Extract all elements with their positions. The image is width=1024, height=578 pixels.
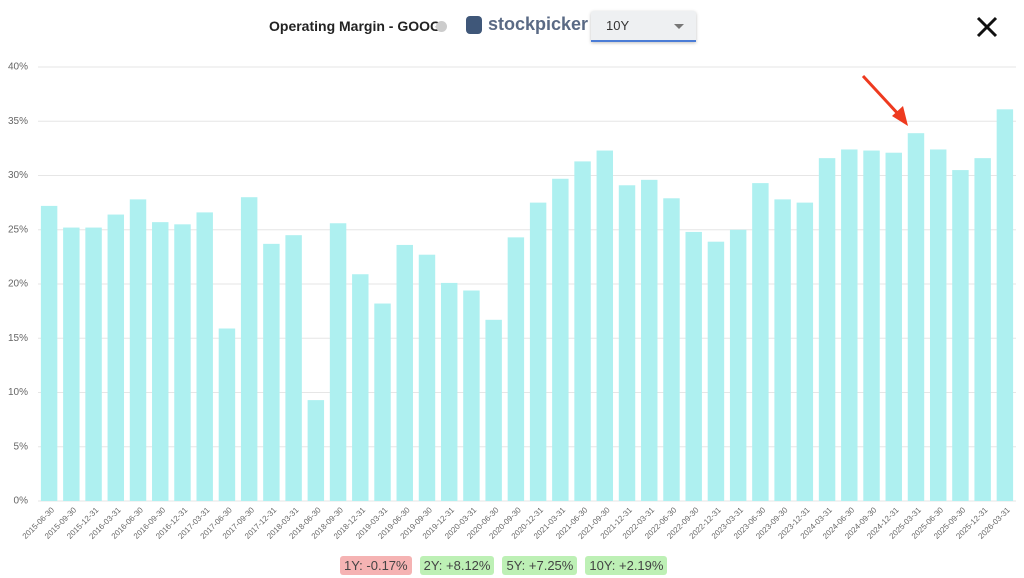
bar [463, 290, 480, 501]
info-icon[interactable] [436, 21, 447, 32]
y-tick-label: 30% [8, 170, 28, 181]
bar [285, 235, 302, 502]
change-badge: 10Y: +2.19% [585, 556, 668, 575]
bar [507, 237, 525, 501]
bar [929, 149, 947, 501]
bar [841, 149, 858, 501]
bar [863, 150, 880, 502]
annotation-arrow [861, 74, 908, 126]
bar [374, 303, 391, 501]
title: Operating Margin - GOOG [269, 18, 441, 34]
bar [396, 244, 413, 501]
bar [952, 170, 969, 501]
y-tick-label: 40% [8, 62, 28, 73]
bar [240, 197, 258, 501]
bar [418, 254, 436, 501]
bar [174, 224, 191, 501]
bar [774, 199, 791, 501]
period-dropdown[interactable]: 10Y [591, 11, 696, 42]
bar [129, 199, 147, 501]
bar [307, 400, 325, 501]
bar [196, 212, 213, 501]
y-tick-label: 25% [8, 224, 28, 235]
change-badge: 2Y: +8.12% [419, 556, 495, 575]
bar [152, 222, 169, 501]
header: Operating Margin - GOOG stockpicker 10Y [0, 0, 1024, 56]
bar [752, 183, 769, 501]
bar [218, 328, 236, 501]
bar [907, 133, 925, 501]
bar [485, 319, 502, 501]
bar [796, 202, 814, 501]
bar [596, 150, 614, 502]
bar [974, 158, 991, 501]
bar [63, 227, 80, 501]
bar [352, 274, 369, 501]
chart: 0%5%10%15%20%25%30%35%40%2015-06-302015-… [8, 62, 1016, 541]
change-badge: 1Y: -0.17% [340, 556, 412, 575]
bar [40, 205, 58, 501]
bar [263, 243, 280, 502]
y-tick-label: 5% [14, 441, 29, 452]
period-value: 10Y [606, 18, 630, 33]
bar [552, 178, 569, 501]
y-tick-label: 15% [8, 333, 28, 344]
y-tick-label: 0% [14, 496, 29, 507]
bar [440, 282, 458, 501]
bar [641, 179, 658, 501]
bar [707, 241, 725, 501]
y-tick-label: 35% [8, 116, 28, 127]
bar [618, 185, 636, 501]
brand: stockpicker [466, 14, 588, 35]
bar [529, 202, 547, 501]
brand-text: stockpicker [488, 14, 589, 34]
bar [685, 231, 702, 502]
bar [329, 223, 347, 502]
bar [729, 229, 747, 501]
bar [574, 161, 591, 501]
brand-logo [466, 16, 482, 34]
bar [85, 227, 102, 501]
bar [663, 198, 680, 501]
bar [885, 152, 902, 501]
close-button[interactable] [972, 12, 1002, 42]
change-badge: 5Y: +7.25% [502, 556, 578, 575]
y-tick-label: 20% [8, 279, 28, 290]
bar [107, 214, 125, 501]
bar [818, 158, 836, 501]
y-tick-label: 10% [8, 387, 28, 398]
bar [996, 109, 1014, 501]
badges: 1Y: -0.17% 2Y: +8.12% 5Y: +7.25% 10Y: +2.19… [340, 556, 668, 575]
